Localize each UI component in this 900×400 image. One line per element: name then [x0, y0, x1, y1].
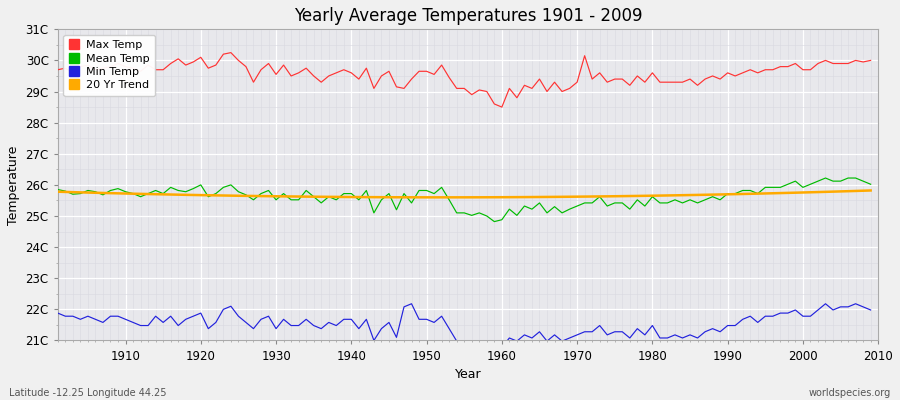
Title: Yearly Average Temperatures 1901 - 2009: Yearly Average Temperatures 1901 - 2009 — [293, 7, 643, 25]
Text: Latitude -12.25 Longitude 44.25: Latitude -12.25 Longitude 44.25 — [9, 388, 166, 398]
Text: worldspecies.org: worldspecies.org — [809, 388, 891, 398]
Y-axis label: Temperature: Temperature — [7, 145, 20, 224]
Legend: Max Temp, Mean Temp, Min Temp, 20 Yr Trend: Max Temp, Mean Temp, Min Temp, 20 Yr Tre… — [63, 35, 155, 96]
X-axis label: Year: Year — [454, 368, 482, 381]
